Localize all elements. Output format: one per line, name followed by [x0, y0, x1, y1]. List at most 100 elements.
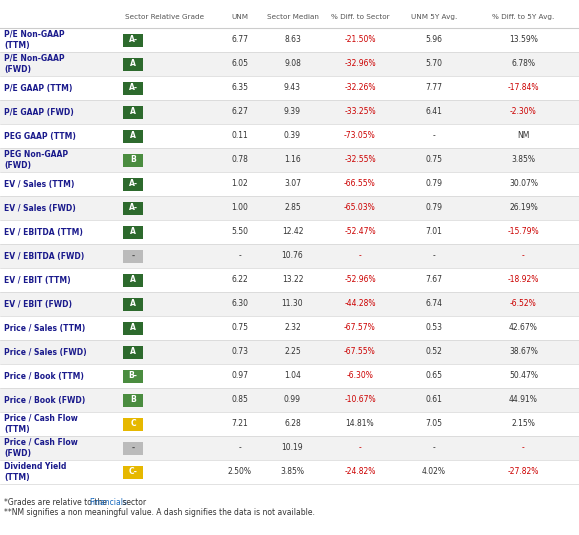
FancyBboxPatch shape	[123, 370, 143, 383]
FancyBboxPatch shape	[123, 57, 143, 71]
Text: 6.28: 6.28	[284, 419, 301, 429]
Text: -: -	[358, 444, 361, 453]
Text: 9.08: 9.08	[284, 59, 301, 68]
Bar	[0, 292, 579, 316]
Text: -52.47%: -52.47%	[344, 227, 376, 236]
Bar	[0, 220, 579, 244]
Text: 9.39: 9.39	[284, 108, 301, 117]
Text: A-: A-	[129, 203, 137, 212]
Text: 10.76: 10.76	[281, 251, 303, 261]
Text: 0.79: 0.79	[426, 203, 442, 212]
Text: **NM signifies a non meaningful value. A dash signifies the data is not availabl: **NM signifies a non meaningful value. A…	[4, 508, 315, 517]
Text: 5.50: 5.50	[232, 227, 248, 236]
Text: 2.15%: 2.15%	[512, 419, 536, 429]
Text: 6.78%: 6.78%	[511, 59, 536, 68]
FancyBboxPatch shape	[123, 249, 143, 263]
Text: C: C	[130, 419, 136, 429]
Text: Price / Cash Flow
(FWD): Price / Cash Flow (FWD)	[4, 438, 78, 458]
Text: -67.55%: -67.55%	[344, 348, 376, 356]
Bar	[0, 340, 579, 364]
Text: 0.79: 0.79	[426, 180, 442, 188]
Text: -: -	[239, 251, 241, 261]
Bar	[0, 460, 579, 484]
Text: -6.30%: -6.30%	[347, 371, 373, 380]
Text: -: -	[522, 251, 525, 261]
Text: -: -	[433, 251, 435, 261]
FancyBboxPatch shape	[123, 346, 143, 358]
FancyBboxPatch shape	[123, 202, 143, 215]
Text: 7.21: 7.21	[232, 419, 248, 429]
Text: 5.96: 5.96	[426, 35, 442, 44]
FancyBboxPatch shape	[123, 225, 143, 239]
Bar	[0, 436, 579, 460]
Text: EV / Sales (FWD): EV / Sales (FWD)	[4, 203, 76, 212]
Text: -27.82%: -27.82%	[508, 468, 539, 477]
FancyBboxPatch shape	[123, 417, 143, 431]
Text: Price / Sales (TTM): Price / Sales (TTM)	[4, 324, 85, 332]
Text: A: A	[130, 132, 136, 141]
Bar	[0, 28, 579, 52]
Bar	[0, 76, 579, 100]
FancyBboxPatch shape	[123, 297, 143, 310]
Text: 9.43: 9.43	[284, 83, 301, 93]
Text: 3.07: 3.07	[284, 180, 301, 188]
Text: B: B	[130, 395, 136, 404]
Text: 42.67%: 42.67%	[509, 324, 538, 332]
Bar	[0, 124, 579, 148]
Bar	[0, 364, 579, 388]
FancyBboxPatch shape	[123, 154, 143, 166]
Bar	[0, 316, 579, 340]
Text: NM: NM	[517, 132, 530, 141]
Text: -: -	[433, 132, 435, 141]
Text: 4.02%: 4.02%	[422, 468, 446, 477]
Text: -: -	[433, 444, 435, 453]
Text: -: -	[522, 444, 525, 453]
Text: 0.97: 0.97	[232, 371, 248, 380]
Text: sector: sector	[120, 498, 146, 507]
Text: B-: B-	[129, 371, 137, 380]
Text: A: A	[130, 348, 136, 356]
FancyBboxPatch shape	[123, 441, 143, 455]
Text: 2.25: 2.25	[284, 348, 301, 356]
Text: 13.59%: 13.59%	[509, 35, 538, 44]
Text: 1.04: 1.04	[284, 371, 301, 380]
Text: Price / Book (FWD): Price / Book (FWD)	[4, 395, 85, 404]
Text: 2.50%: 2.50%	[228, 468, 252, 477]
Text: 0.99: 0.99	[284, 395, 301, 404]
Text: -24.82%: -24.82%	[345, 468, 376, 477]
Text: EV / EBITDA (FWD): EV / EBITDA (FWD)	[4, 251, 85, 261]
Bar	[0, 196, 579, 220]
Text: 0.65: 0.65	[426, 371, 442, 380]
Text: P/E Non-GAAP
(TTM): P/E Non-GAAP (TTM)	[4, 30, 65, 50]
FancyBboxPatch shape	[123, 178, 143, 190]
Text: 0.52: 0.52	[426, 348, 442, 356]
Text: -: -	[358, 251, 361, 261]
Text: 0.11: 0.11	[232, 132, 248, 141]
Text: 2.85: 2.85	[284, 203, 301, 212]
Text: 44.91%: 44.91%	[509, 395, 538, 404]
Text: A: A	[130, 324, 136, 332]
Text: -2.30%: -2.30%	[510, 108, 537, 117]
Text: PEG Non-GAAP
(FWD): PEG Non-GAAP (FWD)	[4, 150, 68, 170]
FancyBboxPatch shape	[123, 34, 143, 47]
Text: P/E GAAP (TTM): P/E GAAP (TTM)	[4, 83, 72, 93]
Text: 7.77: 7.77	[426, 83, 442, 93]
Text: 5.70: 5.70	[426, 59, 442, 68]
Text: -67.57%: -67.57%	[344, 324, 376, 332]
Text: 0.73: 0.73	[232, 348, 248, 356]
Text: 6.41: 6.41	[426, 108, 442, 117]
FancyBboxPatch shape	[123, 105, 143, 118]
Text: -17.84%: -17.84%	[508, 83, 539, 93]
Text: 26.19%: 26.19%	[509, 203, 538, 212]
Text: A: A	[130, 108, 136, 117]
Text: P/E GAAP (FWD): P/E GAAP (FWD)	[4, 108, 74, 117]
FancyBboxPatch shape	[123, 81, 143, 95]
Text: 6.30: 6.30	[232, 300, 248, 309]
Bar	[0, 148, 579, 172]
Text: UNM: UNM	[232, 14, 248, 20]
Text: -33.25%: -33.25%	[344, 108, 376, 117]
Text: 7.01: 7.01	[426, 227, 442, 236]
Text: -15.79%: -15.79%	[508, 227, 539, 236]
Text: PEG GAAP (TTM): PEG GAAP (TTM)	[4, 132, 76, 141]
FancyBboxPatch shape	[123, 273, 143, 287]
